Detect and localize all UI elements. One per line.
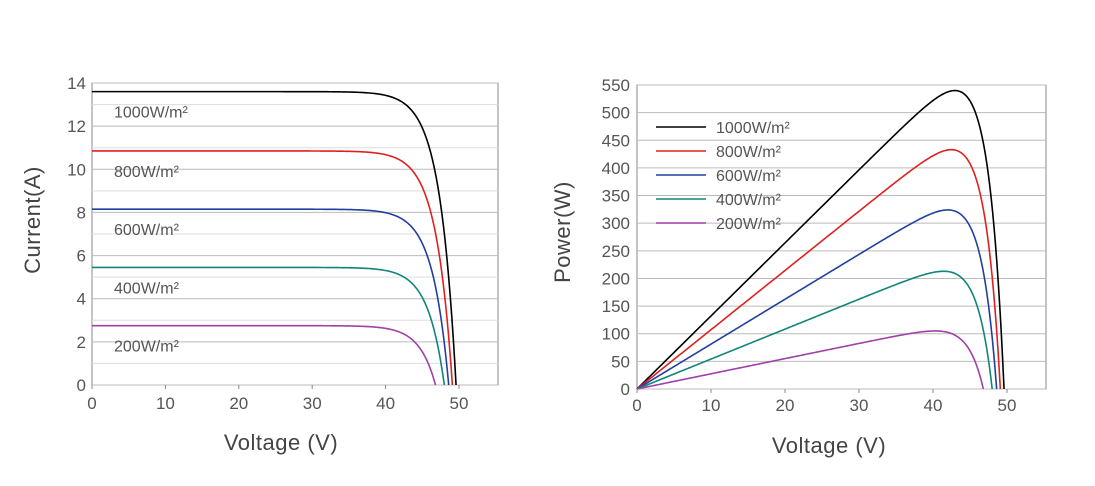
pv-x-tick-label: 10 — [702, 396, 721, 415]
iv-series-line — [92, 208, 450, 386]
pv-y-axis-title: Power(W) — [550, 181, 575, 283]
iv-series-label: 200W/m² — [114, 339, 180, 356]
iv-series-line — [92, 90, 457, 386]
iv-series-line — [92, 150, 454, 386]
iv-x-axis-title: Voltage (V) — [224, 430, 338, 455]
pv-y-tick-label: 200 — [602, 269, 630, 288]
iv-x-tick-label: 10 — [156, 394, 175, 413]
pv-series-line — [636, 148, 1002, 390]
pv-x-tick-label: 50 — [998, 396, 1017, 415]
iv-y-tick-label: 4 — [77, 290, 86, 309]
iv-series-label: 1000W/m² — [114, 105, 188, 122]
iv-y-axis-title: Current(A) — [20, 166, 45, 274]
iv-x-tick-label: 50 — [450, 394, 469, 413]
pv-y-tick-label: 550 — [602, 76, 630, 95]
iv-x-tick-label: 30 — [303, 394, 322, 413]
pv-y-tick-label: 300 — [602, 214, 630, 233]
iv-y-tick-label: 0 — [77, 376, 86, 395]
iv-series-labels: 1000W/m² 800W/m² 600W/m² 400W/m² 200W/m² — [114, 105, 188, 356]
pv-series-lines — [636, 89, 1005, 390]
pv-legend-label: 600W/m² — [716, 168, 782, 185]
pv-y-tick-label: 100 — [602, 325, 630, 344]
iv-y-tick-label: 6 — [77, 247, 86, 266]
pv-series-line — [636, 209, 998, 390]
pv-series-line — [636, 330, 985, 390]
pv-series-line — [636, 89, 1005, 390]
pv-y-tick-label: 50 — [611, 352, 630, 371]
pv-x-tick-label: 20 — [776, 396, 795, 415]
iv-series-label: 800W/m² — [114, 164, 180, 181]
pv-x-axis-title: Voltage (V) — [772, 433, 886, 458]
iv-series-line — [92, 266, 446, 386]
pv-y-tick-labels: 0 50 100 150 200 250 300 350 400 450 500 550 — [602, 76, 630, 399]
iv-series-line — [92, 324, 437, 386]
pv-series-line — [636, 270, 993, 390]
pv-legend-label: 400W/m² — [716, 192, 782, 209]
iv-curve-chart: 0 2 4 6 8 10 12 14 0 10 20 30 40 50 1000W/m² 800W/m² 6… — [20, 74, 499, 455]
iv-x-tick-label: 20 — [229, 394, 248, 413]
pv-legend-label: 800W/m² — [716, 144, 782, 161]
iv-y-tick-label: 14 — [67, 74, 86, 93]
iv-x-tick-label: 0 — [87, 394, 96, 413]
pv-x-tick-label: 40 — [924, 396, 943, 415]
iv-series-label: 600W/m² — [114, 222, 180, 239]
pv-curve-chart: 0 50 100 150 200 250 300 350 400 450 500 550 0 10 20 3… — [550, 76, 1047, 458]
pv-y-tick-label: 250 — [602, 242, 630, 261]
pv-x-tick-label: 30 — [850, 396, 869, 415]
iv-y-tick-label: 10 — [67, 160, 86, 179]
pv-y-tick-label: 400 — [602, 159, 630, 178]
pv-legend: 1000W/m² 800W/m² 600W/m² 400W/m² 200W/m² — [656, 120, 790, 233]
pv-y-tick-label: 350 — [602, 187, 630, 206]
pv-x-tick-labels: 0 10 20 30 40 50 — [632, 389, 1016, 415]
iv-y-tick-label: 12 — [67, 117, 86, 136]
iv-y-tick-labels: 0 2 4 6 8 10 12 14 — [67, 74, 86, 395]
pv-y-tick-label: 450 — [602, 131, 630, 150]
pv-x-tick-label: 0 — [632, 396, 641, 415]
pv-legend-label: 1000W/m² — [716, 120, 790, 137]
pv-y-tick-label: 0 — [621, 380, 630, 399]
iv-x-tick-label: 40 — [376, 394, 395, 413]
iv-gridlines — [92, 82, 498, 386]
iv-series-label: 400W/m² — [114, 280, 180, 297]
pv-legend-label: 200W/m² — [716, 216, 782, 233]
pv-plot-area — [636, 84, 1047, 390]
iv-x-tick-labels: 0 10 20 30 40 50 — [87, 385, 468, 413]
iv-y-tick-label: 2 — [77, 333, 86, 352]
iv-series-lines — [92, 90, 457, 386]
iv-y-tick-label: 8 — [77, 203, 86, 222]
pv-y-tick-label: 500 — [602, 104, 630, 123]
pv-y-tick-label: 150 — [602, 297, 630, 316]
